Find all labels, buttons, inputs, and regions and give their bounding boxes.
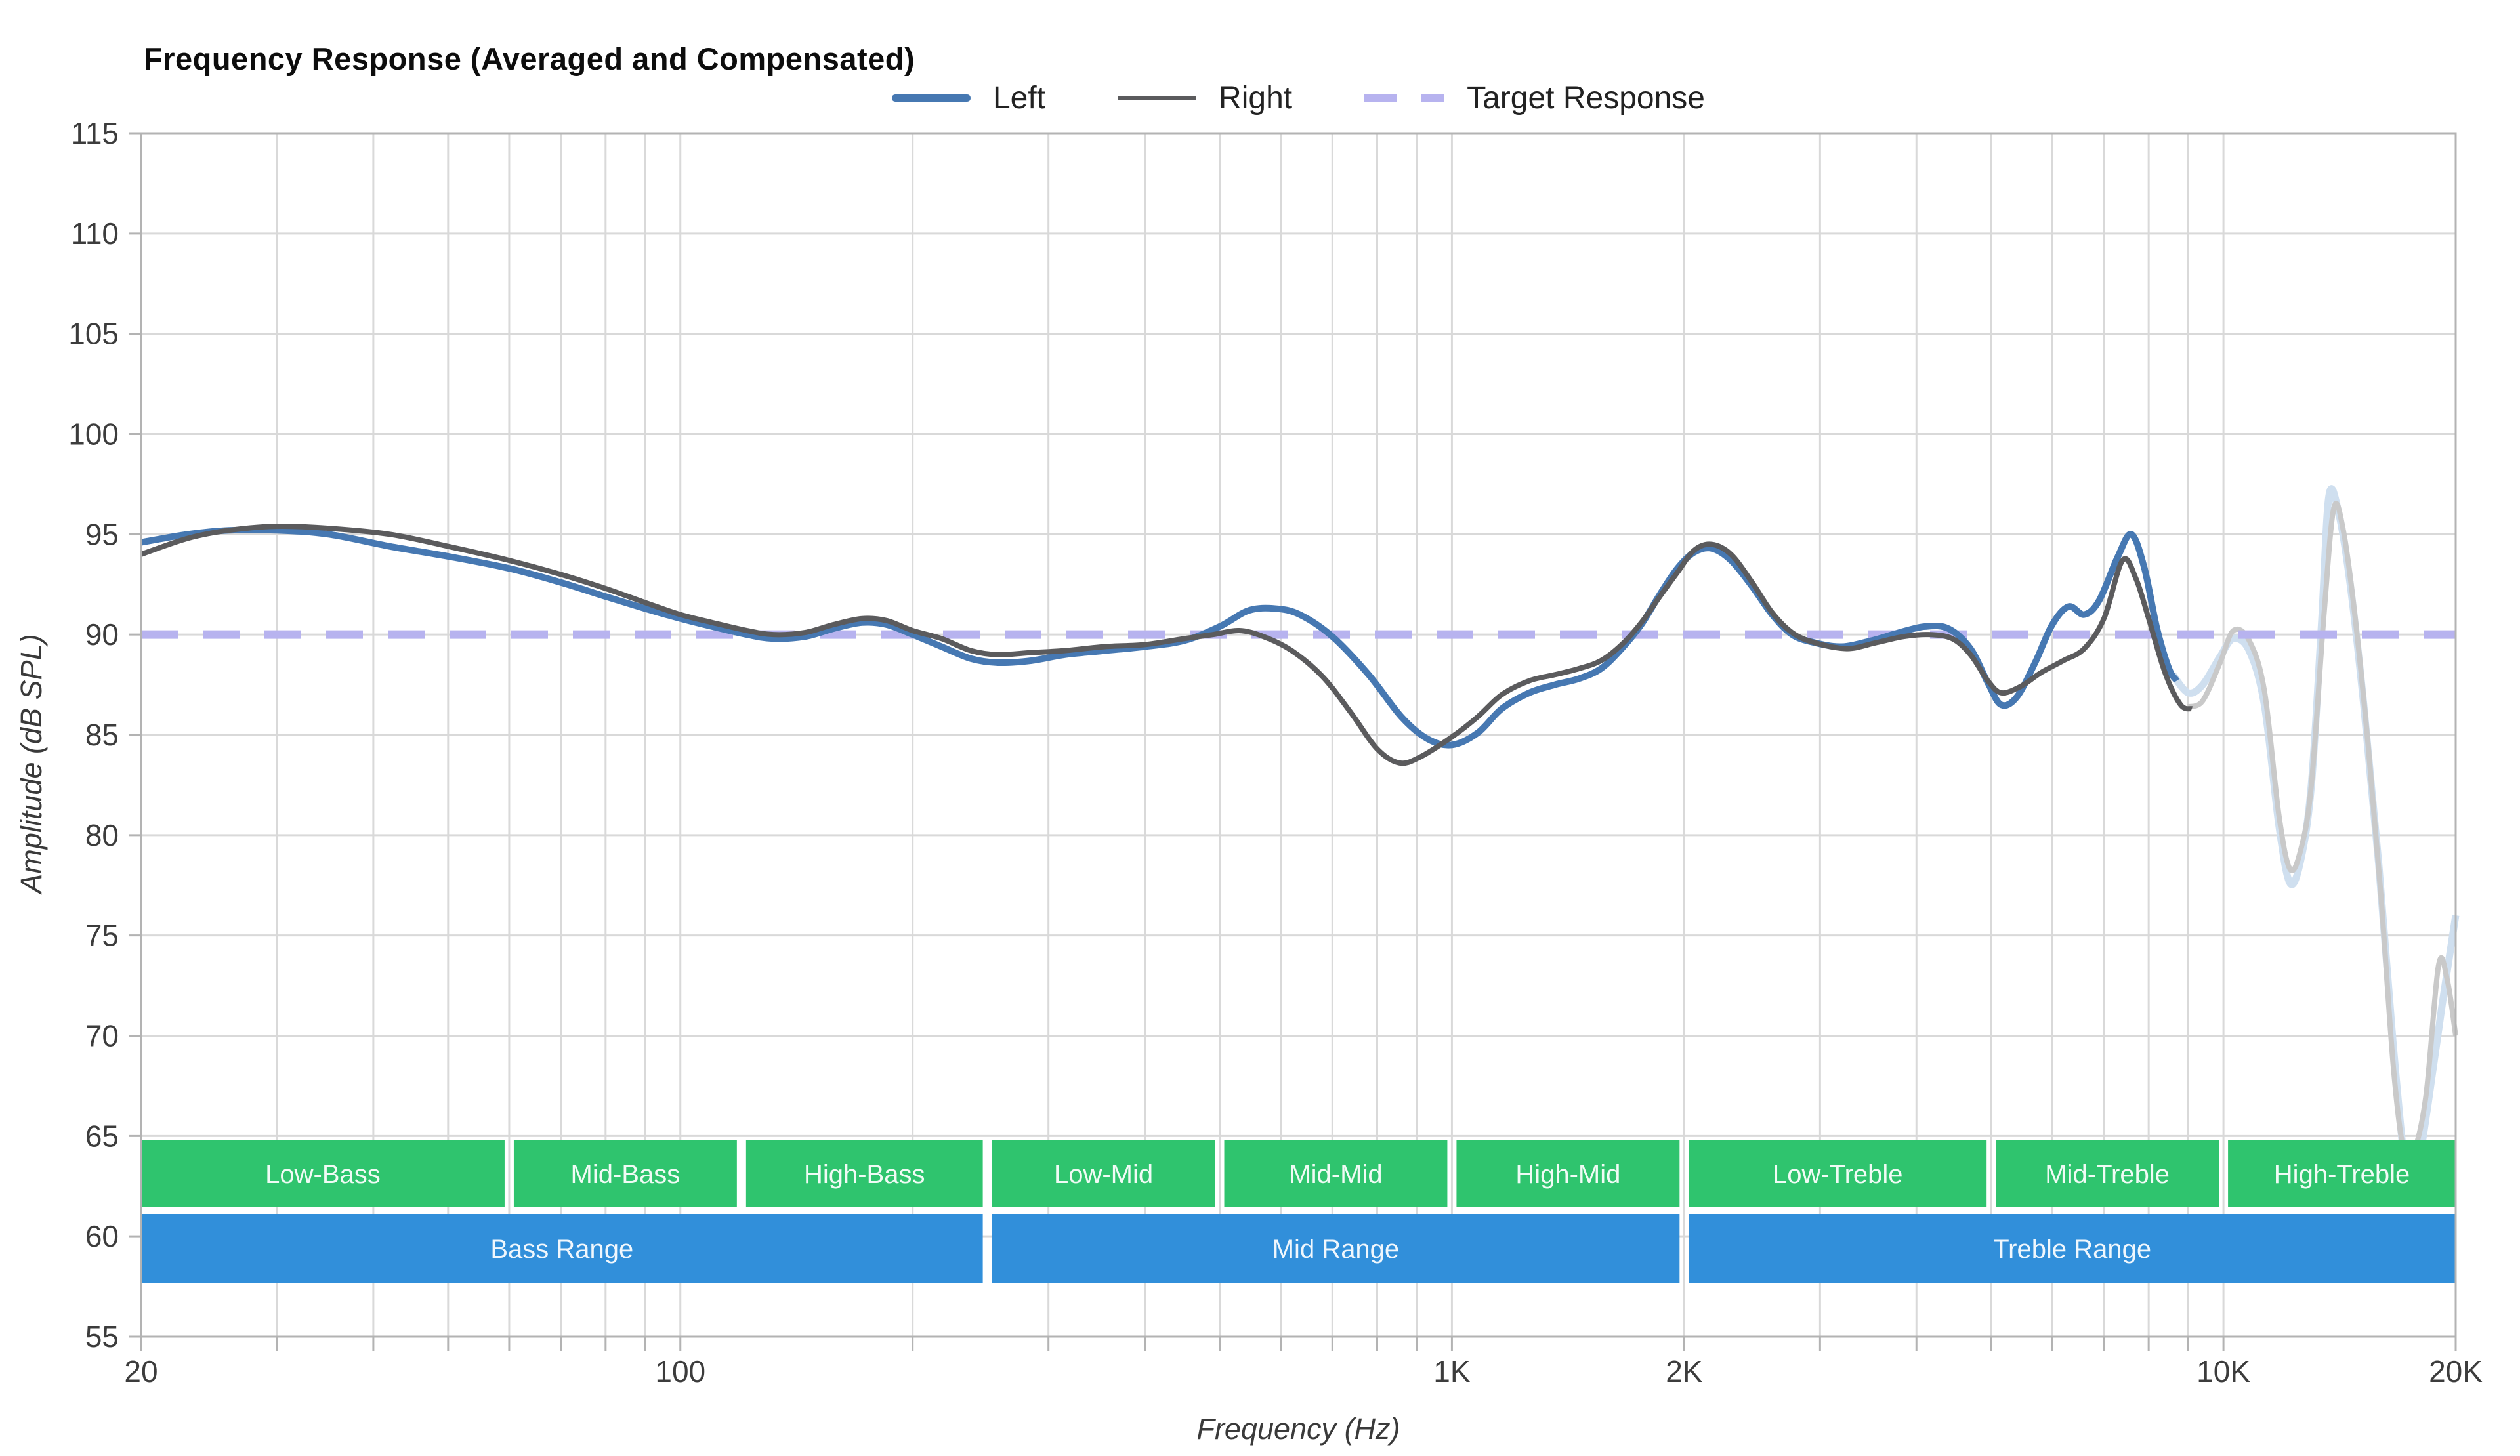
y-tick-label: 115 (71, 116, 119, 150)
y-axis-title: Amplitude (dB SPL) (14, 634, 48, 894)
band-label: Low-Bass (265, 1160, 381, 1189)
band-label: High-Treble (2274, 1160, 2410, 1189)
band-mid-mid (1224, 1140, 1448, 1207)
band-label: Treble Range (1993, 1235, 2151, 1264)
band-strips: Low-Bass Mid-Bass High-Bass Low-Mid Mid-Mid H… (141, 1140, 2456, 1283)
right-curve (140, 524, 2193, 766)
y-tick-label: 95 (85, 517, 119, 551)
band-label: Bass Range (490, 1235, 633, 1264)
band-label: Mid-Bass (571, 1160, 681, 1189)
legend-label: Left (992, 81, 1046, 115)
target-dashed-swatch-icon (1364, 94, 1445, 102)
y-tick-label: 100 (68, 417, 119, 451)
legend-label: Target Response (1467, 81, 1705, 115)
band-label: Mid-Treble (2045, 1160, 2170, 1189)
x-tick-label: 20K (2429, 1354, 2483, 1388)
band-label: Low-Mid (1054, 1160, 1153, 1189)
band-low-treble (1689, 1140, 1987, 1207)
band-mid-bass (513, 1140, 737, 1207)
band-high-mid (1456, 1140, 1680, 1207)
band-high-treble (2228, 1140, 2456, 1207)
band-label: Low-Treble (1773, 1160, 1903, 1189)
y-tick-label: 110 (71, 217, 119, 251)
y-tick-label: 65 (85, 1119, 119, 1153)
y-tick-label: 80 (85, 818, 119, 852)
range-treble-range (1689, 1214, 2456, 1283)
band-mid-treble (1996, 1140, 2219, 1207)
legend-item-left[interactable]: Left (891, 80, 1046, 116)
y-tick-label: 90 (85, 617, 119, 652)
band-label: Mid Range (1272, 1235, 1399, 1264)
y-tick-label: 70 (85, 1019, 119, 1053)
y-tick-label: 85 (85, 718, 119, 752)
x-tick-label: 2K (1666, 1354, 1703, 1388)
legend-label: Right (1219, 81, 1293, 115)
band-label: High-Bass (804, 1160, 925, 1189)
page-title: Frequency Response (Averaged and Compens… (144, 41, 915, 76)
y-tick-label: 55 (85, 1320, 119, 1354)
x-tick-label: 1K (1433, 1354, 1471, 1388)
left-curve (140, 526, 2180, 749)
x-tick-label: 10K (2196, 1354, 2250, 1388)
band-low-mid (992, 1140, 1215, 1207)
plot-frame (129, 132, 2457, 1351)
y-tick-label: 60 (85, 1219, 119, 1253)
band-label: Mid-Mid (1289, 1160, 1382, 1189)
band-label: High-Mid (1515, 1160, 1620, 1189)
y-tick-label: 75 (85, 919, 119, 953)
left-faded-curve (2170, 485, 2460, 1194)
legend: Left Right Target Response (141, 80, 2456, 116)
x-tick-label: 20 (124, 1354, 158, 1388)
legend-item-target[interactable]: Target Response (1364, 80, 1705, 116)
band-low-bass (141, 1140, 505, 1207)
range-bass-range (141, 1214, 983, 1283)
x-axis-title: Frequency (Hz) (1196, 1412, 1400, 1446)
x-tick-label: 100 (655, 1354, 705, 1388)
legend-item-right[interactable]: Right (1118, 80, 1292, 116)
y-tick-label: 105 (68, 317, 119, 351)
band-high-bass (746, 1140, 983, 1207)
left-line-swatch-icon (891, 94, 971, 102)
range-mid-range (992, 1214, 1680, 1283)
right-line-swatch-icon (1118, 96, 1197, 100)
series (140, 485, 2460, 1194)
